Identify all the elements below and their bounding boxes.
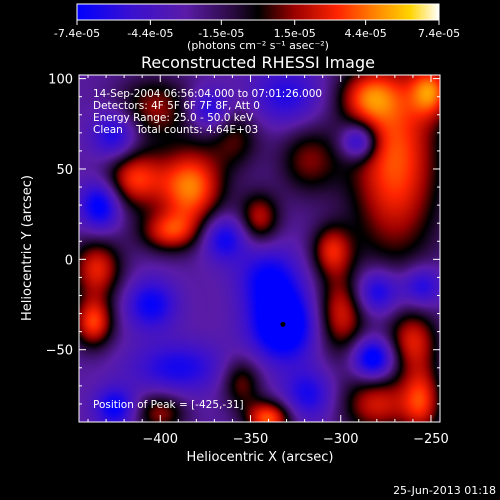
annotation-detectors: Detectors: 4F 5F 6F 7F 8F, Att 0 xyxy=(93,100,260,112)
observation-annotations: 14-Sep-2004 06:56:04.000 to 07:01:26.000… xyxy=(93,88,322,136)
colorbar-frame xyxy=(76,3,440,21)
plot-frame xyxy=(78,74,441,423)
x-tick-label: −400 xyxy=(142,432,178,447)
y-axis: −50 0 50 100 xyxy=(46,73,440,405)
colorbar-tick-label: -7.4e-05 xyxy=(54,27,100,40)
annotation-energy-range: Energy Range: 25.0 - 50.0 keV xyxy=(93,112,254,124)
annotation-counts: Clean Total counts: 4.64E+03 xyxy=(93,124,258,136)
colorbar-tick-label: 7.4e-05 xyxy=(418,27,460,40)
peak-marker xyxy=(280,321,286,327)
annotation-time-range: 14-Sep-2004 06:56:04.000 to 07:01:26.000 xyxy=(93,88,322,100)
colorbar: -7.4e-05 -4.4e-05 -1.5e-05 1.5e-05 4.4e-05 7.… xyxy=(54,3,460,52)
y-tick-label: 50 xyxy=(56,163,73,178)
y-tick-label: 0 xyxy=(65,253,73,268)
colorbar-tick-label: -1.5e-05 xyxy=(198,27,244,40)
colorbar-tick-label: -4.4e-05 xyxy=(127,27,173,40)
y-axis-label: Heliocentric Y (arcsec) xyxy=(20,175,35,321)
heatmap-image xyxy=(79,75,440,422)
x-tick-label: −350 xyxy=(233,432,269,447)
chart-title: Reconstructed RHESSI Image xyxy=(141,53,375,72)
y-tick-label: −50 xyxy=(46,344,73,359)
x-tick-label: −300 xyxy=(323,432,359,447)
colorbar-tick-label: 1.5e-05 xyxy=(274,27,316,40)
colorbar-gradient xyxy=(77,4,439,20)
x-axis: −400 −350 −300 −250 xyxy=(87,75,449,447)
y-tick-label: 100 xyxy=(48,73,73,88)
x-tick-label: −250 xyxy=(413,432,449,447)
x-axis-label: Heliocentric X (arcsec) xyxy=(187,450,334,465)
colorbar-tick-label: 4.4e-05 xyxy=(345,27,387,40)
timestamp: 25-Jun-2013 01:18 xyxy=(393,484,496,497)
colorbar-units-label: (photons cm⁻² s⁻¹ asec⁻²) xyxy=(187,39,329,52)
peak-position-label: Position of Peak = [-425,-31] xyxy=(93,399,244,411)
